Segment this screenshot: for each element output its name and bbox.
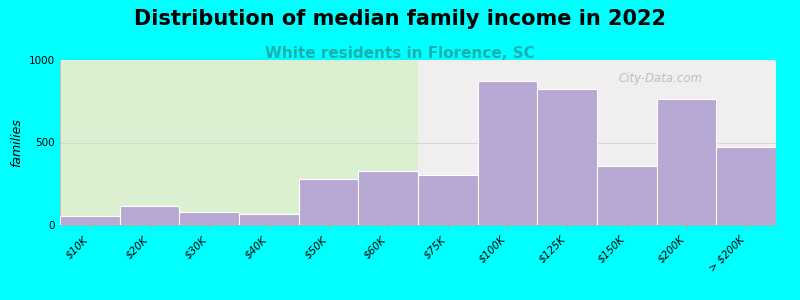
Bar	[298, 179, 358, 225]
Text: Distribution of median family income in 2022: Distribution of median family income in …	[134, 9, 666, 29]
Bar	[60, 216, 120, 225]
Bar	[657, 99, 716, 225]
Bar	[358, 171, 418, 225]
Bar	[478, 81, 538, 225]
Text: White residents in Florence, SC: White residents in Florence, SC	[265, 46, 535, 62]
Y-axis label: families: families	[10, 118, 23, 167]
Bar	[60, 60, 418, 225]
Bar	[239, 214, 298, 225]
Bar	[597, 166, 657, 225]
Bar	[716, 147, 776, 225]
Bar	[538, 89, 597, 225]
Bar	[418, 60, 776, 225]
Bar	[120, 206, 179, 225]
Bar	[179, 212, 239, 225]
Bar	[418, 175, 478, 225]
Text: City-Data.com: City-Data.com	[618, 71, 702, 85]
